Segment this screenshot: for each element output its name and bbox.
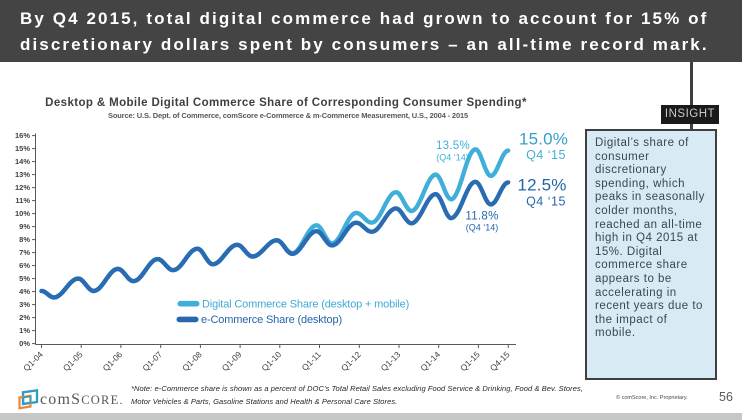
svg-text:5%: 5% (19, 274, 30, 283)
svg-text:(Q4 ‘14): (Q4 ‘14) (466, 223, 499, 233)
svg-text:Q4 ‘15: Q4 ‘15 (526, 195, 566, 209)
svg-text:Q1-12: Q1-12 (339, 349, 363, 373)
svg-text:15%: 15% (15, 144, 30, 153)
svg-text:Q1-07: Q1-07 (140, 349, 164, 373)
svg-text:Q1-04: Q1-04 (21, 349, 45, 373)
svg-text:13.5%: 13.5% (436, 140, 470, 152)
svg-text:Q1-11: Q1-11 (300, 349, 324, 373)
svg-text:14%: 14% (15, 157, 30, 166)
svg-text:Digital Commerce Share (deskto: Digital Commerce Share (desktop + mobile… (202, 299, 409, 311)
svg-text:6%: 6% (19, 261, 30, 270)
svg-text:Q1-09: Q1-09 (220, 349, 244, 373)
svg-text:9%: 9% (19, 222, 30, 231)
svg-text:7%: 7% (19, 248, 30, 257)
svg-text:11%: 11% (15, 196, 30, 205)
svg-text:15.0%: 15.0% (519, 130, 568, 149)
svg-text:Q1-05: Q1-05 (61, 349, 85, 373)
svg-text:Q1-14: Q1-14 (418, 349, 442, 373)
svg-text:13%: 13% (15, 170, 30, 179)
svg-text:16%: 16% (15, 131, 30, 140)
svg-text:0%: 0% (19, 339, 30, 348)
svg-text:Q4-15: Q4-15 (488, 349, 512, 373)
svg-text:8%: 8% (19, 235, 30, 244)
svg-text:12%: 12% (15, 183, 30, 192)
svg-text:e-Commerce Share (desktop): e-Commerce Share (desktop) (201, 314, 342, 326)
svg-text:4%: 4% (19, 287, 30, 296)
svg-text:2%: 2% (19, 313, 30, 322)
svg-text:Q1-13: Q1-13 (379, 349, 403, 373)
svg-text:(Q4 ‘14): (Q4 ‘14) (436, 153, 469, 163)
svg-text:Q4 ‘15: Q4 ‘15 (526, 148, 566, 162)
svg-text:Q1-06: Q1-06 (101, 349, 125, 373)
svg-text:Q1-10: Q1-10 (259, 349, 283, 373)
svg-text:Q1-08: Q1-08 (180, 349, 204, 373)
svg-text:1%: 1% (19, 326, 30, 335)
svg-text:Q1-15: Q1-15 (458, 349, 482, 373)
svg-text:3%: 3% (19, 300, 30, 309)
svg-text:11.8%: 11.8% (465, 211, 498, 223)
svg-text:12.5%: 12.5% (518, 176, 567, 195)
svg-text:10%: 10% (15, 209, 30, 218)
